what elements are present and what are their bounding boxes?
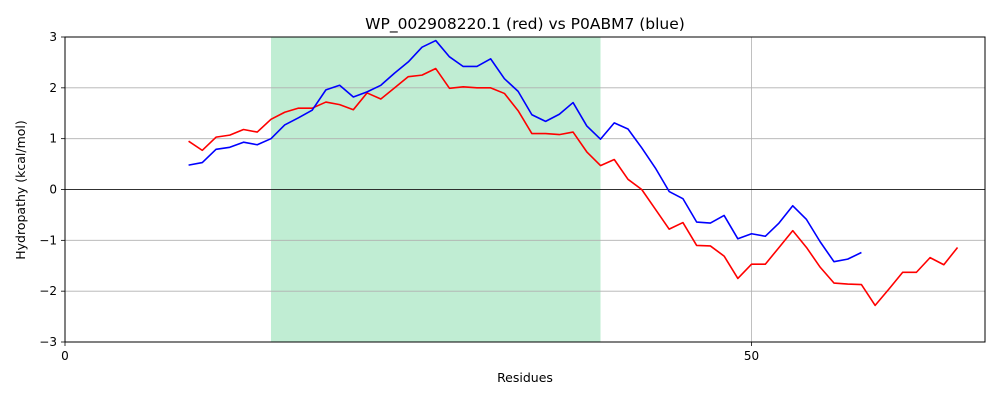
chart-title: WP_002908220.1 (red) vs P0ABM7 (blue) <box>365 15 685 34</box>
y-tick-label: 0 <box>49 183 57 197</box>
x-axis-ticks: 0 50 <box>61 342 759 363</box>
x-axis-label: Residues <box>497 370 553 385</box>
y-tick-label: 3 <box>49 30 57 44</box>
y-tick-label: −1 <box>39 233 57 247</box>
y-axis-label: Hydropathy (kcal/mol) <box>13 120 28 260</box>
y-tick-label: −3 <box>39 335 57 349</box>
y-tick-label: −2 <box>39 284 57 298</box>
x-tick-label: 0 <box>61 349 69 363</box>
series-line-1 <box>188 67 959 307</box>
x-tick-label: 50 <box>744 349 759 363</box>
series-line-2 <box>188 39 862 263</box>
y-tick-label: 2 <box>49 81 57 95</box>
y-tick-label: 1 <box>49 132 57 146</box>
y-axis-ticks: −3 −2 −1 0 1 2 3 <box>39 30 65 349</box>
series-group <box>188 39 959 307</box>
